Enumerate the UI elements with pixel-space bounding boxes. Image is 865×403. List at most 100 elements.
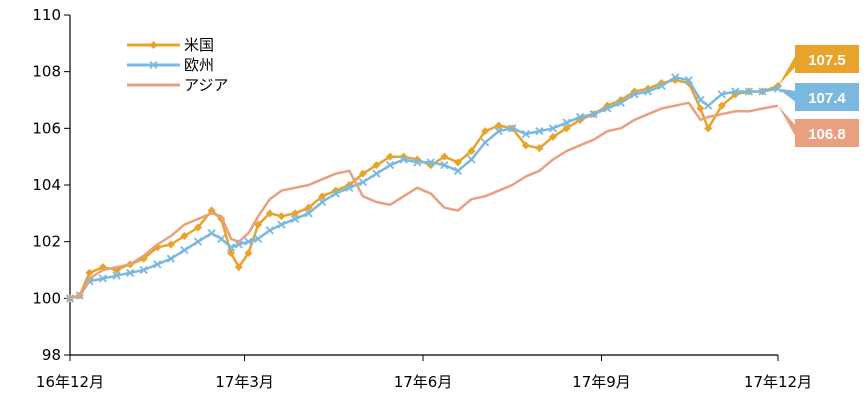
data-point [254, 220, 263, 229]
data-point [139, 254, 148, 263]
data-point [290, 214, 300, 224]
callout-box [795, 119, 859, 147]
data-point [521, 129, 530, 139]
data-point [277, 212, 286, 221]
data-point [166, 254, 176, 263]
legend-label: アジア [184, 76, 228, 94]
data-point [643, 87, 653, 96]
end-value-label: 107.5 [808, 52, 846, 69]
data-point [180, 246, 189, 255]
y-tick-label: 100 [32, 289, 61, 307]
end-value-label: 106.8 [808, 126, 846, 143]
data-point [180, 232, 189, 240]
data-point [345, 183, 354, 192]
data-point [193, 237, 203, 246]
data-point [744, 87, 754, 96]
y-tick-label: 102 [32, 233, 61, 251]
data-point [494, 121, 503, 130]
data-point [589, 110, 598, 119]
data-point [372, 161, 381, 170]
data-point [234, 240, 243, 249]
data-point [304, 203, 313, 212]
data-point [291, 209, 300, 218]
data-point [671, 73, 680, 82]
data-point [758, 87, 767, 96]
data-point [217, 234, 226, 243]
x-tick-label: 17年3月 [215, 373, 274, 391]
data-point [696, 104, 705, 113]
data-point [521, 141, 530, 150]
data-point [616, 98, 626, 107]
data-point [453, 166, 463, 175]
data-point [331, 189, 340, 198]
data-point [226, 243, 236, 252]
data-point [244, 237, 253, 246]
data-point [207, 229, 216, 238]
data-point [576, 112, 585, 122]
data-point [265, 209, 274, 218]
data-point [139, 265, 148, 275]
data-point [372, 169, 381, 178]
data-point [453, 158, 462, 167]
data-point [717, 90, 726, 99]
series-2 [65, 73, 783, 303]
axes: 98 100 102 104 106 108 110 16年12月 17年3月 17年6月 17年9… [32, 6, 812, 391]
data-point [65, 294, 75, 303]
data-point [244, 249, 253, 257]
legend-marker [149, 41, 158, 49]
data-point [153, 260, 162, 269]
data-point [318, 197, 327, 207]
callout-box [795, 45, 859, 73]
x-tick-label: 17年9月 [572, 373, 631, 391]
y-tick-label: 104 [32, 176, 61, 194]
callout-pointer [778, 88, 797, 103]
end-labels: 107.5 107.4 106.8 [778, 45, 859, 147]
callout-pointer [778, 53, 797, 86]
legend-item: アジア [127, 76, 228, 94]
data-point [494, 127, 503, 136]
y-tick-label: 110 [32, 6, 61, 24]
data-point [704, 124, 713, 133]
data-point [207, 206, 216, 215]
data-point [717, 101, 726, 110]
data-point [358, 169, 367, 178]
legend-label: 欧州 [184, 56, 214, 74]
legend-label: 米国 [184, 36, 214, 54]
data-point [630, 90, 639, 99]
x-tick-label: 17年6月 [394, 373, 453, 391]
data-point [467, 155, 476, 164]
data-point [480, 138, 490, 147]
series-line [69, 101, 779, 300]
data-point [413, 158, 422, 167]
data-point [125, 268, 135, 277]
data-point [535, 127, 544, 136]
data-point [234, 263, 243, 272]
callout-pointer [778, 105, 797, 139]
callout-box [795, 83, 859, 111]
data-point [194, 223, 203, 232]
data-point [386, 152, 395, 161]
data-point [426, 158, 435, 167]
data-point [440, 152, 449, 161]
legend-marker [149, 60, 158, 70]
data-point [318, 192, 327, 201]
data-point [535, 144, 544, 153]
x-tick-label: 16年12月 [36, 373, 104, 391]
data-point [112, 271, 121, 280]
data-point [226, 249, 235, 257]
data-point [704, 101, 713, 110]
data-point [548, 124, 558, 133]
y-tick-label: 98 [42, 346, 61, 364]
data-point [358, 178, 368, 187]
data-point [277, 220, 286, 229]
x-tick-label: 17年12月 [744, 373, 812, 391]
data-point [166, 240, 175, 249]
series-line [69, 78, 779, 300]
data-point [696, 95, 705, 105]
data-point [385, 161, 395, 170]
data-point [548, 132, 557, 141]
data-point [773, 84, 783, 93]
